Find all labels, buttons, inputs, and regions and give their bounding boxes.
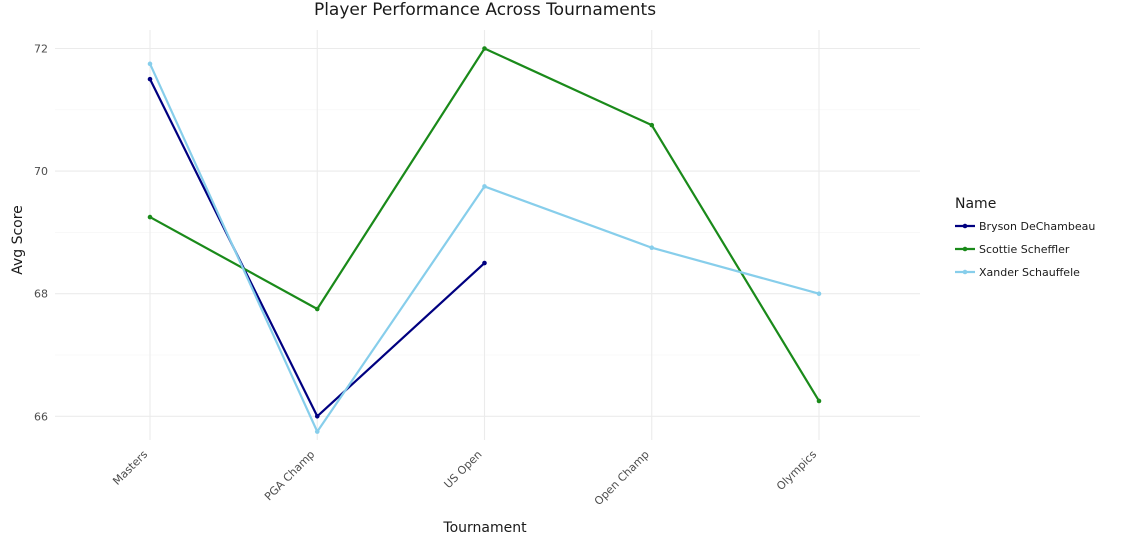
x-tick-label: Olympics <box>774 448 819 493</box>
legend-title: Name <box>955 196 996 212</box>
legend: Name Bryson DeChambeau Scottie Scheffler X… <box>955 196 1095 279</box>
x-tick-label: Open Champ <box>592 448 652 508</box>
legend-label: Scottie Scheffler <box>979 243 1070 256</box>
legend-label: Bryson DeChambeau <box>979 220 1095 233</box>
data-point <box>816 398 822 404</box>
y-tick-label: 70 <box>34 165 48 178</box>
data-point <box>482 260 487 266</box>
y-tick-label: 68 <box>34 288 48 301</box>
x-axis-title: Tournament <box>442 520 527 536</box>
legend-label: Xander Schauffele <box>979 266 1080 279</box>
data-point <box>314 429 320 434</box>
series-lines <box>147 46 822 434</box>
data-point <box>816 291 822 297</box>
series-scottie-scheffler <box>147 46 822 404</box>
data-point <box>482 46 487 51</box>
series-xander-schauffele <box>147 61 822 434</box>
data-point <box>314 414 320 419</box>
data-point <box>482 184 487 189</box>
data-point <box>649 245 655 251</box>
x-tick-label: Masters <box>110 448 150 488</box>
legend-key-point <box>962 223 968 229</box>
x-tick-label: US Open <box>442 448 485 491</box>
legend-key-point <box>962 269 968 275</box>
y-tick-label: 66 <box>34 410 48 423</box>
x-tick-label: PGA Champ <box>262 448 317 503</box>
legend-item: Scottie Scheffler <box>955 243 1070 256</box>
y-tick-labels: 66 68 70 72 <box>34 43 48 424</box>
legend-item: Xander Schauffele <box>955 266 1080 279</box>
chart-title: Player Performance Across Tournaments <box>314 0 656 20</box>
data-point <box>649 122 655 128</box>
data-point <box>147 214 153 220</box>
data-point <box>314 306 320 312</box>
data-point <box>147 76 153 82</box>
x-tick-labels: Masters PGA Champ US Open Open Champ Olympic… <box>110 448 819 508</box>
legend-key-point <box>962 246 968 252</box>
legend-item: Bryson DeChambeau <box>955 220 1095 233</box>
y-axis-title: Avg Score <box>10 205 26 275</box>
series-bryson-dechambeau <box>147 76 487 419</box>
data-point <box>147 61 153 67</box>
y-tick-label: 72 <box>34 43 48 56</box>
